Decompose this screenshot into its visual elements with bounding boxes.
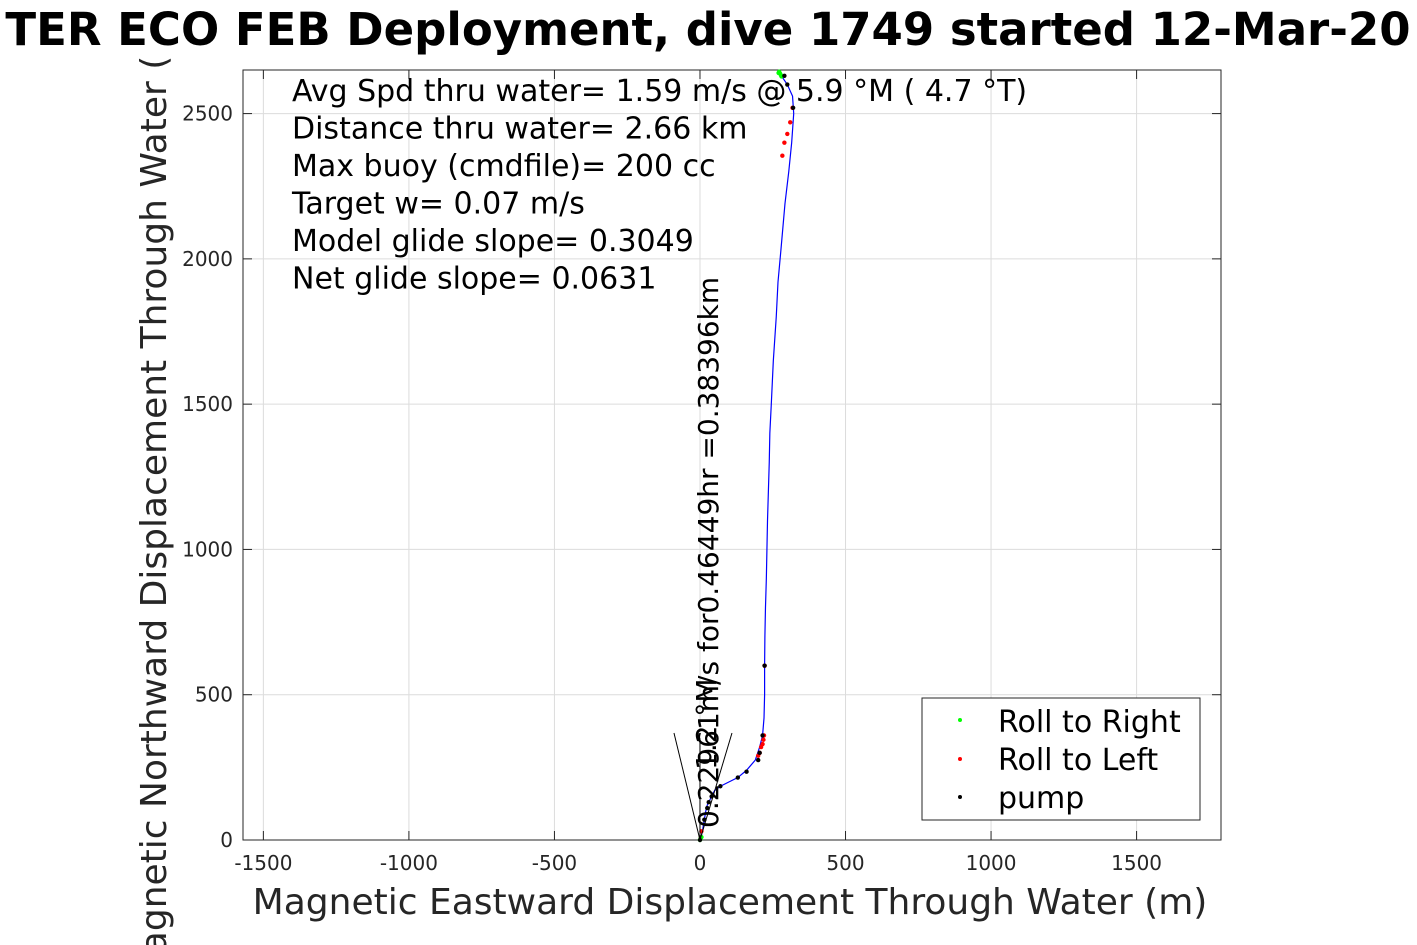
pump-point [782,73,787,79]
pump-point [762,663,767,668]
legend-marker-pump [958,795,962,799]
pump-point [757,750,762,756]
pump-point [755,757,761,763]
legend-label-roll-right: Roll to Right [998,705,1181,740]
x-tick-label: 500 [826,851,864,875]
stats-annotation-line: Distance thru water= 2.66 km [292,112,747,147]
current-arrow-left [673,732,701,841]
y-tick-label: 2000 [182,247,233,271]
roll-left-point [785,131,790,137]
axis-layer: -1500 -1000 -500 0 500 1000 1500 0 500 1000 1500 20… [182,70,1221,875]
roll-left-point [788,120,793,125]
stats-annotation-line: Model glide slope= 0.3049 [292,224,694,259]
current-label: 0.22961m/s for0.46449hr =0.38396km [692,277,725,828]
pump-point [705,805,710,811]
legend-label-pump: pump [998,781,1084,816]
roll-left-point [782,140,787,145]
x-tick-label: -1000 [380,851,438,875]
roll-left-point [760,741,765,747]
legend-marker-roll-right [958,718,962,722]
pump-point [735,775,741,780]
roll-left-point [780,153,785,158]
legend: Roll to Right Roll to Left pump [921,697,1201,821]
stats-annotation-line: Target w= 0.07 m/s [291,187,585,222]
y-tick-label: 2500 [182,102,233,126]
legend-marker-roll-left [958,757,962,761]
pump-point [718,784,723,789]
x-tick-label: -500 [532,851,577,875]
y-tick-label: 500 [195,683,233,707]
grid-layer [243,70,1221,841]
current-arrow-right [699,732,733,841]
x-axis-label: Magnetic Eastward Displacement Through W… [253,882,1208,923]
stats-annotation-line: Net glide slope= 0.0631 [292,262,656,297]
roll-left-point [761,737,766,742]
x-tick-label: 0 [694,851,707,875]
pump-point [706,800,711,805]
pump-point [785,82,790,87]
y-tick-label: 0 [220,828,233,852]
y-tick-label: 1500 [182,392,233,416]
x-tick-label: 1000 [966,851,1017,875]
legend-box [921,697,1201,821]
x-tick-label: -1500 [234,851,292,875]
stats-annotation-line: Avg Spd thru water= 1.59 m/s @ 5.9 °M ( … [292,74,1027,109]
plot-frame [242,69,1222,841]
pump-point [744,769,749,774]
pump-point [760,733,765,738]
current-heading-label: 1.2 °M [690,678,723,770]
legend-label-roll-left: Roll to Left [998,743,1158,778]
y-tick-label: 1000 [182,537,233,561]
pump-point [790,105,796,110]
mark-layer [673,69,796,843]
y-axis-label: Magnetic Northward Displacement Through … [134,56,175,945]
chart-title: TER ECO FEB Deployment, dive 1749 starte… [5,3,1410,56]
x-tick-label: 1500 [1111,851,1162,875]
stats-annotation-line: Max buoy (cmdfile)= 200 cc [292,149,716,184]
